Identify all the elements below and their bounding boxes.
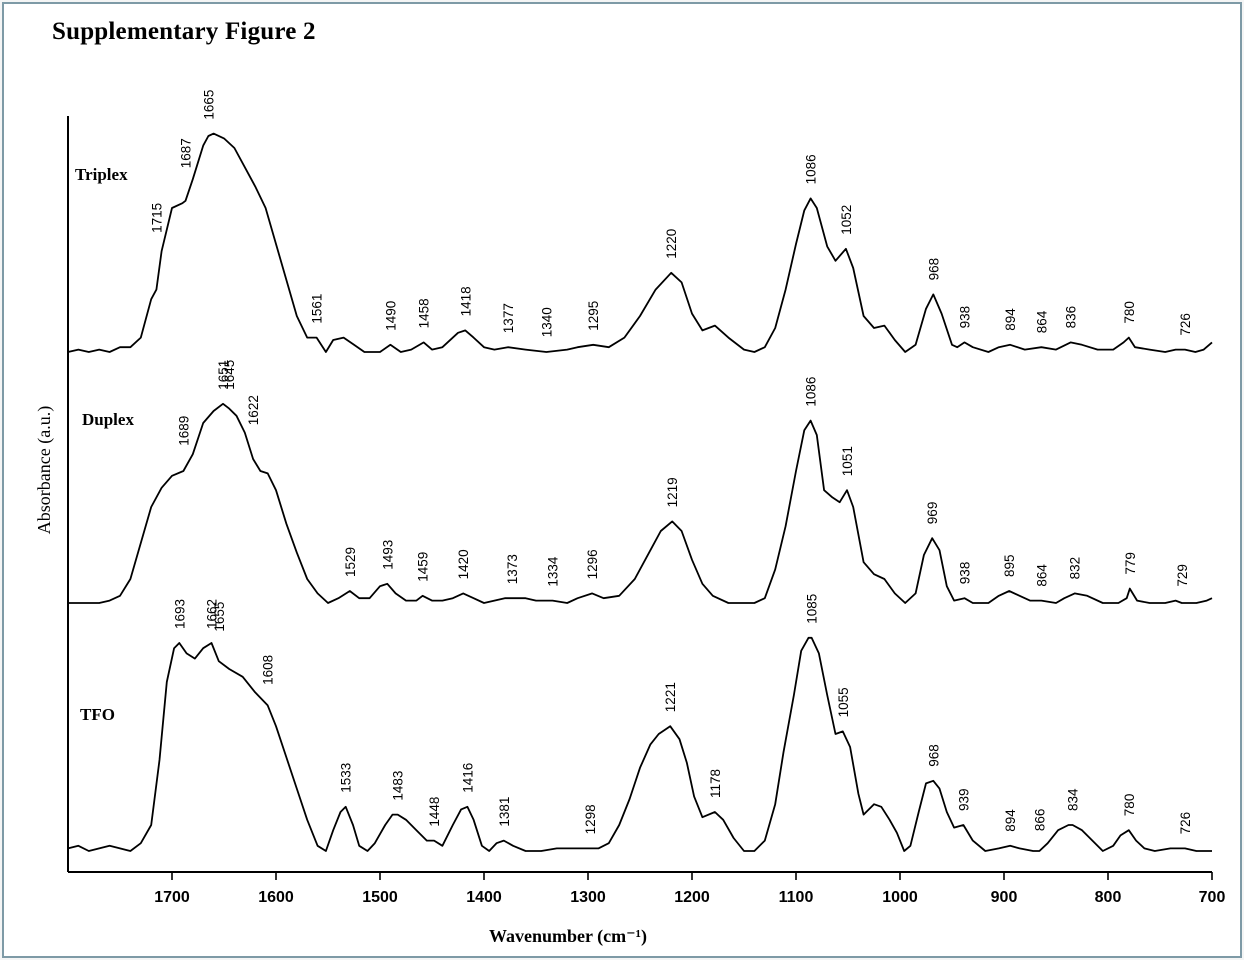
peak-label: 1490 xyxy=(383,301,398,331)
peak-label: 1086 xyxy=(804,377,819,407)
peak-label: 1086 xyxy=(804,154,819,184)
peak-label: 1622 xyxy=(246,395,261,425)
peak-label: 1645 xyxy=(222,360,237,390)
peak-label: 779 xyxy=(1123,552,1138,575)
x-tick-label: 1100 xyxy=(779,889,814,906)
figure-title: Supplementary Figure 2 xyxy=(52,18,316,45)
peak-label: 1055 xyxy=(836,687,851,717)
peak-label: 780 xyxy=(1122,794,1137,817)
peak-label: 895 xyxy=(1002,554,1017,577)
peak-label: 1377 xyxy=(501,303,516,333)
x-tick-label: 900 xyxy=(991,889,1018,906)
peak-label: 968 xyxy=(926,744,941,767)
peak-label: 1448 xyxy=(427,797,442,827)
peak-label: 1219 xyxy=(665,477,680,507)
x-tick-label: 800 xyxy=(1095,889,1122,906)
series-labels: Triplex Duplex TFO xyxy=(75,165,134,724)
peak-label: 1483 xyxy=(391,771,406,801)
peak-label: 1493 xyxy=(380,540,395,570)
peak-label: 1220 xyxy=(664,229,679,259)
peak-label: 968 xyxy=(926,258,941,281)
peak-label: 1529 xyxy=(343,547,358,577)
peak-label: 1655 xyxy=(212,602,227,632)
peak-label: 894 xyxy=(1003,809,1018,832)
peak-label: 1051 xyxy=(840,446,855,476)
trace-triplex xyxy=(67,132,1213,353)
peak-label: 780 xyxy=(1122,301,1137,324)
peak-label: 726 xyxy=(1178,313,1193,336)
trace-duplex xyxy=(68,402,1213,604)
peak-label: 1334 xyxy=(546,556,561,587)
peak-label: 1687 xyxy=(179,138,194,168)
peak-label: 729 xyxy=(1175,564,1190,587)
x-axis-title: Wavenumber (cm⁻¹) xyxy=(489,926,647,947)
peak-label: 1662 xyxy=(205,599,220,629)
peak-label: 939 xyxy=(956,788,971,811)
x-tick-label: 1400 xyxy=(466,889,502,906)
peak-label: 1085 xyxy=(805,594,820,624)
x-tick-label: 1700 xyxy=(154,889,190,906)
peak-label: 938 xyxy=(958,306,973,329)
peak-label: 969 xyxy=(925,502,940,525)
peak-label: 866 xyxy=(1032,809,1047,832)
peak-label: 836 xyxy=(1064,306,1079,329)
x-axis-ticks: 1700 1600 1500 1400 1300 1200 1100 1000 900 800 70… xyxy=(154,872,1225,906)
peak-label: 1608 xyxy=(261,655,276,685)
trace-tfo xyxy=(67,636,1212,852)
peak-label: 1715 xyxy=(149,203,164,233)
peak-label: 834 xyxy=(1066,788,1081,811)
peak-label: 1420 xyxy=(456,549,471,579)
peak-label: 1533 xyxy=(339,763,354,793)
peak-label: 1221 xyxy=(663,682,678,712)
series-label-triplex: Triplex xyxy=(75,165,128,184)
peak-label: 938 xyxy=(958,562,973,585)
peak-label: 726 xyxy=(1178,812,1193,835)
peak-label: 1381 xyxy=(497,797,512,827)
peak-label: 1052 xyxy=(839,205,854,235)
peak-label: 894 xyxy=(1003,308,1018,331)
peak-label: 1418 xyxy=(458,286,473,316)
peak-label: 1416 xyxy=(460,763,475,793)
peak-label: 1373 xyxy=(505,554,520,584)
x-tick-label: 1300 xyxy=(570,889,606,906)
series-label-tfo: TFO xyxy=(80,705,115,724)
y-axis-title: Absorbance (a.u.) xyxy=(34,406,55,534)
peak-label: 832 xyxy=(1068,557,1083,580)
peak-label: 1459 xyxy=(416,552,431,582)
series-label-duplex: Duplex xyxy=(82,410,134,429)
peak-label: 1693 xyxy=(172,599,187,629)
peak-label: 1651 xyxy=(216,360,231,390)
peak-label: 1665 xyxy=(201,90,216,120)
x-tick-label: 700 xyxy=(1199,889,1226,906)
peak-label: 1178 xyxy=(708,769,723,798)
x-tick-label: 1000 xyxy=(882,889,918,906)
peak-label: 1295 xyxy=(586,301,601,331)
peak-label: 864 xyxy=(1034,564,1049,587)
x-tick-label: 1200 xyxy=(674,889,710,906)
peak-label: 1561 xyxy=(310,294,325,324)
peak-label: 1340 xyxy=(539,307,554,337)
spectra-traces xyxy=(67,132,1213,852)
peak-labels: 1715 1687 1665 1561 1490 1458 1418 1377 1340 1295… xyxy=(149,90,1193,835)
peak-label: 1296 xyxy=(585,549,600,579)
peak-label: 1298 xyxy=(583,804,598,834)
x-tick-label: 1500 xyxy=(362,889,398,906)
peak-label: 1458 xyxy=(417,298,432,328)
peak-label: 1689 xyxy=(176,416,191,446)
x-tick-label: 1600 xyxy=(258,889,294,906)
peak-label: 864 xyxy=(1034,310,1049,333)
